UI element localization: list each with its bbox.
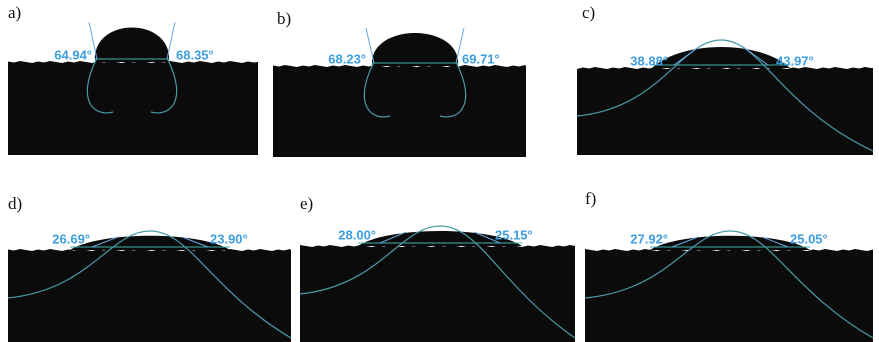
droplet — [70, 236, 230, 250]
right-angle: 25.15° — [495, 227, 533, 242]
substrate — [300, 245, 575, 342]
right-angle: 25.05° — [790, 231, 828, 246]
left-angle: 28.00° — [338, 227, 376, 242]
right-angle: 69.71° — [462, 51, 500, 66]
left-angle: 26.69° — [52, 231, 90, 246]
panel-label: d) — [8, 194, 22, 213]
panel: b) 68.23° 69.71° — [273, 9, 526, 157]
right-angle: 68.35° — [176, 47, 214, 62]
left-angle: 64.94° — [54, 47, 92, 62]
panel: c) 38.88° 43.97° — [577, 3, 873, 155]
left-angle: 27.92° — [630, 231, 668, 246]
substrate — [8, 249, 291, 342]
substrate — [273, 65, 526, 157]
panel: d) 26.69° 23.90° — [8, 194, 291, 342]
figure: a) 64.94° 68.35° b) 68.23° 69.71° c) 38.88° 43.9… — [0, 0, 879, 342]
substrate — [585, 249, 873, 342]
droplet — [372, 33, 458, 66]
right-angle: 43.97° — [776, 53, 814, 68]
panel-label: b) — [277, 9, 291, 28]
panel-label: f) — [585, 189, 596, 208]
droplet — [95, 28, 169, 63]
tangent — [366, 28, 374, 63]
tangent — [167, 22, 175, 59]
panel: e) 28.00° 25.15° — [300, 194, 575, 342]
substrate — [8, 61, 258, 155]
left-angle: 68.23° — [328, 51, 366, 66]
right-angle: 23.90° — [210, 231, 248, 246]
panel-label: e) — [300, 194, 313, 213]
left-angle: 38.88° — [630, 53, 668, 68]
droplet — [650, 236, 810, 250]
panel: f) 27.92° 25.05° — [585, 189, 873, 342]
panel: a) 64.94° 68.35° — [8, 3, 258, 155]
panel-label: c) — [582, 3, 595, 22]
substrate — [577, 67, 873, 155]
panel-label: a) — [8, 3, 21, 22]
